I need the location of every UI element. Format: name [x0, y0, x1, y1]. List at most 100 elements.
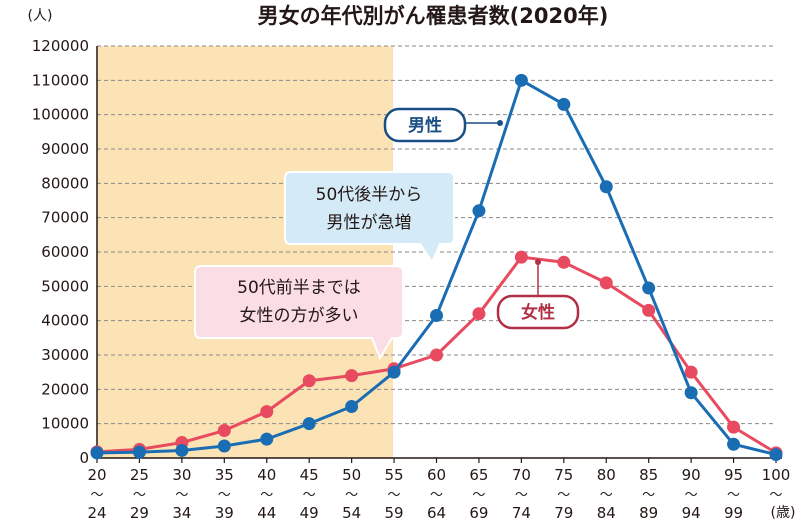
x-tick-label-from: 60: [427, 466, 446, 484]
y-tick-label: 80000: [41, 174, 89, 192]
data-point-female: [430, 348, 443, 362]
data-point-male: [514, 73, 528, 87]
data-point-male: [132, 445, 146, 459]
data-point-male: [175, 443, 189, 457]
series-layer: [90, 73, 783, 462]
x-tick-tilde: 〜: [515, 488, 528, 503]
y-tick-label: 90000: [41, 140, 89, 158]
x-tick-tilde: 〜: [388, 488, 401, 503]
data-point-female: [260, 405, 274, 419]
chart-title: 男女の年代別がん罹患者数(2020年): [258, 4, 609, 28]
x-tick-label-from: 100: [762, 466, 791, 484]
x-tick-tilde: 〜: [769, 488, 782, 503]
data-point-female: [684, 365, 698, 379]
x-tick-label-from: 45: [300, 466, 319, 484]
x-unit-label: (歳): [771, 505, 796, 521]
y-tick-label: 10000: [41, 415, 89, 433]
data-point-male: [769, 448, 783, 462]
x-tick-labels: 20〜2425〜2930〜3435〜3940〜4445〜4950〜5455〜59…: [87, 466, 790, 522]
y-tick-labels: 0 10000 20000 30000 40000 50000 60000 70000 8000…: [32, 37, 89, 467]
x-tick-label-to: 34: [172, 504, 191, 522]
y-unit-label: (人): [28, 8, 53, 24]
data-point-male: [599, 180, 613, 194]
x-tick-label-from: 75: [554, 466, 573, 484]
data-point-male: [472, 204, 486, 218]
x-tick-label-to: 24: [87, 504, 106, 522]
male-label-text: 男性: [408, 115, 442, 136]
note-women-line-2: 女性の方が多い: [240, 306, 359, 326]
x-tick-label-to: 39: [215, 504, 234, 522]
y-tick-label: 60000: [41, 243, 89, 261]
data-point-male: [387, 365, 401, 379]
x-tick-tilde: 〜: [303, 488, 316, 503]
data-point-female: [217, 424, 231, 438]
x-tick-tilde: 〜: [175, 488, 188, 503]
x-tick-label-from: 80: [597, 466, 616, 484]
axes: [96, 46, 782, 463]
x-tick-label-from: 20: [87, 466, 106, 484]
x-tick-label-from: 35: [215, 466, 234, 484]
x-tick-label-to: 99: [724, 504, 743, 522]
y-tick-label: 110000: [32, 71, 89, 89]
x-tick-label-to: 59: [385, 504, 404, 522]
x-tick-tilde: 〜: [727, 488, 740, 503]
x-tick-label-from: 50: [342, 466, 361, 484]
data-point-male: [430, 309, 443, 323]
data-point-male: [727, 437, 741, 451]
data-point-female: [345, 369, 359, 383]
y-tick-label: 100000: [32, 106, 89, 124]
x-tick-tilde: 〜: [557, 488, 570, 503]
x-tick-tilde: 〜: [345, 488, 358, 503]
x-tick-label-to: 69: [469, 504, 488, 522]
x-tick-label-from: 85: [639, 466, 658, 484]
x-tick-tilde: 〜: [133, 488, 146, 503]
data-point-female: [642, 303, 656, 317]
x-tick-label-from: 95: [724, 466, 743, 484]
y-tick-label: 50000: [41, 277, 89, 295]
note-rise-callout: 50代後半から 男性が急増: [284, 171, 455, 265]
data-point-female: [727, 420, 741, 434]
x-tick-label-to: 79: [554, 504, 573, 522]
x-tick-label-from: 40: [257, 466, 276, 484]
y-tick-label: 30000: [41, 346, 89, 364]
x-tick-label-from: 65: [469, 466, 488, 484]
data-point-male: [557, 97, 571, 111]
x-tick-tilde: 〜: [218, 488, 231, 503]
series-male: [90, 73, 783, 462]
x-tick-label-to: 54: [342, 504, 361, 522]
data-point-male: [642, 281, 656, 295]
y-tick-label: 20000: [41, 380, 89, 398]
x-tick-label-to: 29: [130, 504, 149, 522]
x-tick-label-to: 74: [512, 504, 531, 522]
x-tick-tilde: 〜: [90, 488, 103, 503]
x-tick-label-from: 90: [682, 466, 701, 484]
x-tick-label-to: 44: [257, 504, 276, 522]
y-tick-label: 120000: [32, 37, 89, 55]
male-label-callout: 男性: [383, 107, 503, 143]
data-point-male: [302, 417, 316, 431]
data-point-female: [472, 307, 486, 321]
note-rise-line-2: 男性が急増: [327, 213, 412, 233]
data-point-male: [260, 432, 274, 446]
note-rise-line-1: 50代後半から: [316, 185, 423, 205]
x-tick-label-to: 94: [682, 504, 701, 522]
data-point-male: [345, 400, 359, 413]
x-tick-tilde: 〜: [600, 488, 613, 503]
note-women-line-1: 50代前半までは: [237, 278, 361, 298]
x-tick-label-to: 89: [639, 504, 658, 522]
data-point-female: [599, 276, 613, 290]
x-tick-label-from: 55: [385, 466, 404, 484]
x-tick-label-to: 64: [427, 504, 446, 522]
x-tick-label-from: 70: [512, 466, 531, 484]
y-tick-label: 0: [79, 449, 89, 467]
x-tick-tilde: 〜: [642, 488, 655, 503]
data-point-female: [557, 255, 571, 269]
data-point-male: [90, 446, 104, 460]
x-tick-label-from: 30: [172, 466, 191, 484]
y-tick-label: 40000: [41, 312, 89, 330]
note-women-callout: 50代前半までは 女性の方が多い: [194, 265, 404, 361]
y-tick-label: 70000: [41, 209, 89, 227]
x-tick-tilde: 〜: [430, 488, 443, 503]
female-label-callout: 女性: [496, 259, 580, 330]
